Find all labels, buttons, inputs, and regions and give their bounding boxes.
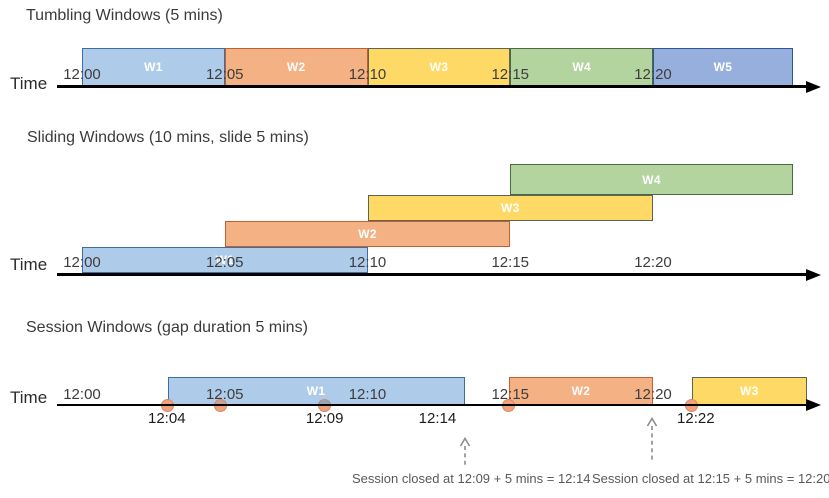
time-axis: [57, 403, 806, 407]
tick-label: 12:00: [63, 66, 101, 83]
session-close-arrow-icon: [645, 416, 659, 463]
time-axis: [57, 85, 806, 88]
event-time-label: 12:04: [148, 410, 186, 427]
axis-arrowhead-icon: [806, 268, 821, 281]
window-label: W3: [429, 60, 449, 74]
time-axis: [57, 273, 806, 276]
window-label: W1: [215, 253, 235, 267]
window-bar-w2: W2: [508, 377, 653, 405]
window-label: W3: [500, 201, 520, 215]
tick-label: 12:10: [348, 386, 387, 403]
window-label: W4: [572, 60, 591, 74]
tick-label: 12:20: [634, 386, 672, 403]
diagram-title-sliding: Sliding Windows (10 mins, slide 5 mins): [27, 129, 309, 146]
window-bar-w3: W3: [367, 48, 511, 86]
annotation-text: Session closed at 12:15 + 5 mins = 12:20: [592, 471, 829, 486]
window-label: W3: [740, 383, 759, 398]
window-label: W2: [358, 227, 377, 241]
axis-time-label: Time: [10, 388, 48, 407]
window-label: W2: [286, 60, 306, 74]
window-label: W2: [571, 383, 591, 398]
window-label: W1: [144, 60, 163, 74]
tick-label: 12:05: [205, 66, 244, 83]
event-time-label: 12:22: [677, 410, 715, 427]
tick-label: 12:05: [205, 254, 244, 271]
axis-time-label: Time: [10, 255, 48, 274]
event-time-label: 12:09: [305, 410, 344, 427]
window-label: W5: [713, 60, 733, 74]
tick-label: 12:15: [491, 254, 530, 271]
axis-arrowhead-icon: [806, 80, 821, 93]
window-label: W1: [306, 383, 326, 398]
axis-arrowhead-icon: [806, 399, 821, 411]
tick-label: 12:00: [63, 254, 101, 271]
window-label: W4: [642, 172, 661, 187]
tick-label: 12:10: [348, 254, 387, 271]
window-bar-w5: W5: [653, 48, 793, 86]
session-close-arrow-icon: [458, 436, 472, 465]
tick-label: 12:20: [634, 254, 672, 271]
tick-label: 12:05: [205, 386, 244, 403]
tick-label: 12:20: [634, 66, 672, 83]
window-bar-w3: W3: [691, 377, 808, 405]
window-bar-w3: W3: [367, 195, 653, 221]
diagram-title-session: Session Windows (gap duration 5 mins): [26, 319, 308, 336]
tick-label: 12:10: [348, 66, 387, 83]
axis-time-label: Time: [10, 74, 48, 93]
window-bar-w4: W4: [510, 164, 793, 195]
tick-label: 12:15: [491, 386, 530, 403]
diagram-title-tumbling: Tumbling Windows (5 mins): [26, 7, 223, 24]
window-bar-w2: W2: [224, 221, 511, 247]
tick-label: 12:15: [491, 66, 530, 83]
window-bar-w1: W1: [82, 48, 225, 86]
tick-label: 12:00: [63, 386, 101, 403]
annotation-text: Session closed at 12:09 + 5 mins = 12:14: [352, 471, 591, 486]
event-time-label: 12:14: [418, 410, 457, 427]
window-bar-w1: W1: [82, 247, 368, 273]
